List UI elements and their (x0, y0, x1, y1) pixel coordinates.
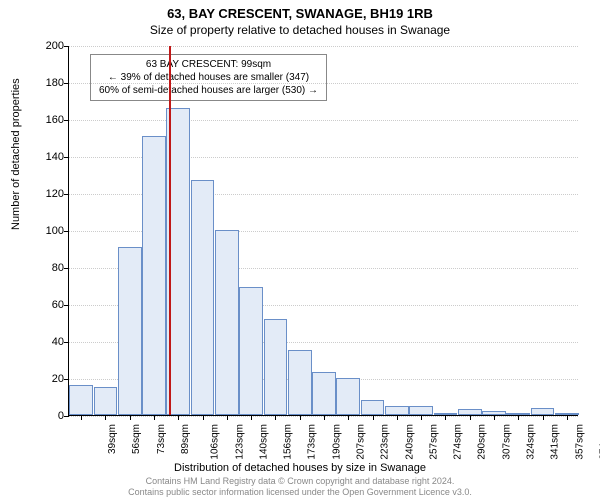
histogram-bar (264, 319, 288, 415)
ytick-label: 180 (34, 77, 64, 89)
ytick-mark (64, 305, 69, 306)
ytick-label: 20 (34, 373, 64, 385)
xtick-label: 274sqm (453, 424, 464, 460)
xtick-label: 190sqm (331, 424, 342, 460)
xtick-mark (421, 415, 422, 420)
xtick-mark (81, 415, 82, 420)
histogram-bar (94, 387, 118, 415)
xtick-mark (275, 415, 276, 420)
histogram-bar (191, 180, 215, 415)
xtick-mark (518, 415, 519, 420)
grid-line (69, 46, 578, 47)
ytick-mark (64, 342, 69, 343)
ytick-label: 80 (34, 262, 64, 274)
xtick-label: 223sqm (380, 424, 391, 460)
xtick-mark (373, 415, 374, 420)
ytick-mark (64, 157, 69, 158)
histogram-bar (385, 406, 409, 415)
footer-line: Contains public sector information licen… (0, 487, 600, 498)
footer-line: Contains HM Land Registry data © Crown c… (0, 476, 600, 487)
ytick-label: 60 (34, 299, 64, 311)
xtick-label: 290sqm (477, 424, 488, 460)
footer-attribution: Contains HM Land Registry data © Crown c… (0, 476, 600, 498)
xtick-mark (324, 415, 325, 420)
histogram-bar (69, 385, 93, 415)
histogram-bar (118, 247, 142, 415)
ytick-label: 100 (34, 225, 64, 237)
xtick-label: 341sqm (550, 424, 561, 460)
ytick-mark (64, 46, 69, 47)
ytick-label: 0 (34, 410, 64, 422)
xtick-mark (300, 415, 301, 420)
ytick-label: 40 (34, 336, 64, 348)
xtick-label: 56sqm (131, 424, 142, 454)
ytick-mark (64, 416, 69, 417)
ytick-label: 120 (34, 188, 64, 200)
ytick-mark (64, 83, 69, 84)
ytick-mark (64, 120, 69, 121)
histogram-bar (409, 406, 433, 415)
title-address: 63, BAY CRESCENT, SWANAGE, BH19 1RB (0, 6, 600, 21)
histogram-bar (361, 400, 385, 415)
ytick-mark (64, 194, 69, 195)
histogram-bar (336, 378, 360, 415)
xtick-label: 123sqm (234, 424, 245, 460)
xtick-label: 207sqm (356, 424, 367, 460)
xtick-mark (130, 415, 131, 420)
chart-title-block: 63, BAY CRESCENT, SWANAGE, BH19 1RB Size… (0, 0, 600, 37)
xtick-mark (348, 415, 349, 420)
xtick-label: 156sqm (283, 424, 294, 460)
title-subtitle: Size of property relative to detached ho… (0, 23, 600, 37)
chart-plot-area (68, 46, 578, 416)
xtick-mark (178, 415, 179, 420)
grid-line (69, 120, 578, 121)
xtick-mark (470, 415, 471, 420)
xtick-mark (567, 415, 568, 420)
xtick-mark (494, 415, 495, 420)
grid-line (69, 83, 578, 84)
xtick-label: 324sqm (526, 424, 537, 460)
xtick-mark (105, 415, 106, 420)
xtick-mark (397, 415, 398, 420)
ytick-label: 200 (34, 40, 64, 52)
xtick-label: 73sqm (156, 424, 167, 454)
histogram-bar (215, 230, 239, 415)
xtick-mark (154, 415, 155, 420)
xtick-mark (203, 415, 204, 420)
histogram-bar (531, 408, 555, 415)
ytick-mark (64, 231, 69, 232)
ytick-mark (64, 268, 69, 269)
xtick-label: 307sqm (501, 424, 512, 460)
xtick-mark (543, 415, 544, 420)
xtick-label: 89sqm (180, 424, 191, 454)
histogram-bar (288, 350, 312, 415)
xtick-mark (251, 415, 252, 420)
y-axis-label: Number of detached properties (10, 78, 22, 230)
xtick-label: 140sqm (258, 424, 269, 460)
ytick-label: 160 (34, 114, 64, 126)
xtick-label: 106sqm (210, 424, 221, 460)
xtick-mark (227, 415, 228, 420)
xtick-label: 39sqm (107, 424, 118, 454)
histogram-bar (239, 287, 263, 415)
ytick-label: 140 (34, 151, 64, 163)
histogram-bar (142, 136, 166, 415)
subject-marker-line (169, 46, 171, 415)
ytick-mark (64, 379, 69, 380)
xtick-label: 257sqm (428, 424, 439, 460)
xtick-label: 240sqm (404, 424, 415, 460)
xtick-label: 173sqm (307, 424, 318, 460)
x-axis-label: Distribution of detached houses by size … (0, 462, 600, 474)
xtick-mark (445, 415, 446, 420)
histogram-bar (312, 372, 336, 415)
xtick-label: 357sqm (574, 424, 585, 460)
